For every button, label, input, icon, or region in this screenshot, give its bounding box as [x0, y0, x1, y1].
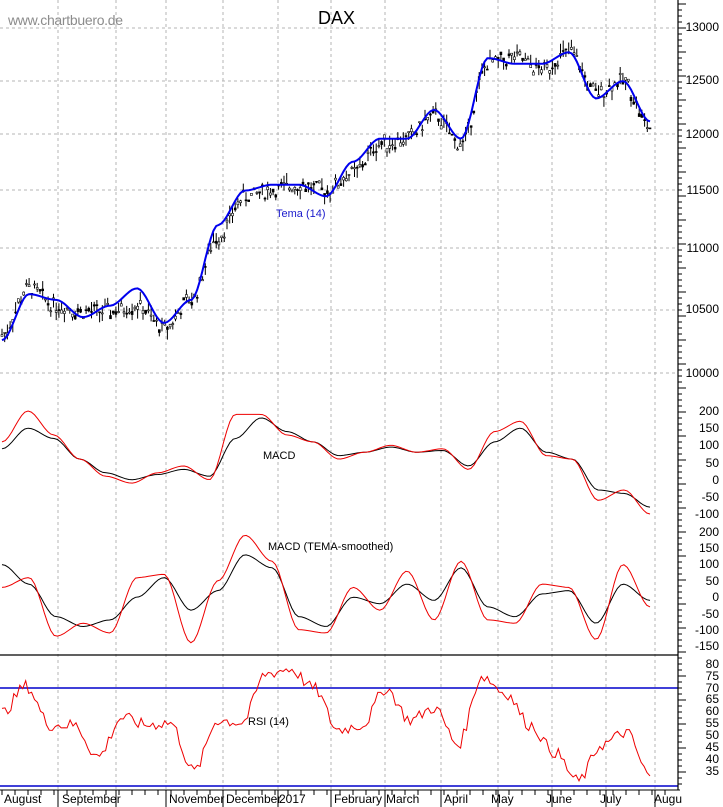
macd-tema-ytick: -50 [701, 607, 719, 621]
vertical-gridlines [57, 0, 656, 790]
rsi-line [1, 668, 651, 782]
rsi-ytick: 75 [705, 669, 719, 683]
price-bars [0, 39, 652, 343]
xtick-month: September [62, 792, 121, 806]
right-axis-ticks [678, 3, 686, 785]
rsi-ytick: 55 [705, 716, 719, 730]
rsi-label: RSI (14) [248, 716, 289, 728]
xtick-month: 2017 [279, 792, 306, 806]
bottom-axis-ticks [1, 790, 666, 807]
rsi-ytick: 70 [705, 681, 719, 695]
macd-tema-ytick: 100 [698, 557, 719, 571]
macd-line [1, 410, 651, 515]
macd-tema-ytick: -150 [694, 639, 719, 653]
macd-tema-ytick: 150 [698, 541, 719, 555]
macd-ytick: 100 [698, 438, 719, 452]
price-ytick: 12000 [685, 127, 719, 141]
price-ytick: 12500 [685, 73, 719, 87]
macd-tema-ytick: -100 [694, 623, 719, 637]
rsi-ytick: 45 [705, 740, 719, 754]
xtick-month: April [444, 792, 469, 806]
macd-ytick: -50 [701, 490, 719, 504]
xtick-month: May [491, 792, 514, 806]
xtick-month: March [386, 792, 420, 806]
macd-tema-signal-line [1, 554, 651, 628]
macd-ytick: 50 [705, 456, 719, 470]
xtick-month: June [546, 792, 573, 806]
macd-tema-line [1, 534, 651, 644]
price-ytick: 10000 [685, 366, 719, 380]
macd-tema-ytick: 50 [705, 574, 719, 588]
price-ytick: 10500 [685, 302, 719, 316]
rsi-ytick: 60 [705, 704, 719, 718]
horizontal-gridlines [0, 27, 678, 374]
rsi-ytick: 65 [705, 692, 719, 706]
macd-tema-ytick: 200 [698, 525, 719, 539]
macd-tema-ytick: 0 [712, 590, 719, 604]
rsi-ytick: 40 [705, 752, 719, 766]
xtick-month: Augu [654, 792, 683, 806]
macd-ytick: -100 [694, 507, 719, 521]
xtick-month: July [600, 792, 622, 806]
tema-label: Tema (14) [276, 208, 326, 220]
price-ytick: 13000 [685, 20, 719, 34]
watermark: www.chartbuero.de [8, 12, 123, 28]
macd-ytick: 0 [712, 473, 719, 487]
rsi-ytick: 80 [705, 657, 719, 671]
tema-line [1, 51, 651, 342]
macd-ytick: 150 [698, 421, 719, 435]
price-ytick: 11000 [686, 241, 719, 255]
macd-signal-line [1, 417, 651, 508]
price-ytick: 11500 [686, 183, 719, 197]
rsi-ytick: 35 [705, 764, 719, 778]
macd-label: MACD [263, 450, 296, 462]
xtick-month: December [226, 792, 282, 806]
chart-title: DAX [318, 8, 356, 28]
rsi-ytick: 50 [705, 728, 719, 742]
macd-ytick: 200 [698, 404, 719, 418]
xtick-month: November [169, 792, 225, 806]
xtick-month: February [334, 792, 383, 806]
xtick-month: August [4, 792, 42, 806]
macd-tema-label: MACD (TEMA-smoothed) [268, 541, 394, 553]
